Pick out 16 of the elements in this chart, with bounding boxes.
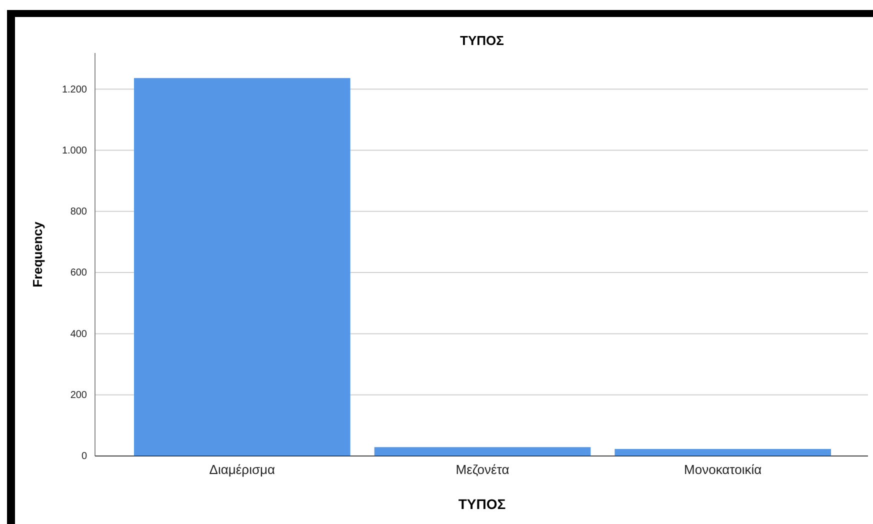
- y-tick-label: 600: [70, 268, 88, 279]
- x-axis-title: ΤΥΠΟΣ: [458, 496, 506, 512]
- y-tick-label: 0: [81, 451, 88, 462]
- bar: [374, 447, 591, 456]
- y-axis-title: Frequency: [30, 220, 45, 288]
- y-tick-label: 800: [70, 206, 88, 218]
- y-tick-label: 400: [70, 328, 88, 340]
- y-tick-label: 1.200: [62, 84, 88, 96]
- x-tick-label: Μεζονέτα: [456, 462, 510, 478]
- chart-title: ΤΥΠΟΣ: [460, 33, 504, 48]
- bar: [614, 448, 831, 456]
- y-tick-label: 1.000: [62, 145, 88, 156]
- x-tick-label: Μονοκατοικία: [684, 462, 762, 478]
- y-tick-label: 200: [70, 390, 88, 402]
- bar: [134, 78, 350, 456]
- x-tick-label: Διαμέρισμα: [209, 462, 276, 478]
